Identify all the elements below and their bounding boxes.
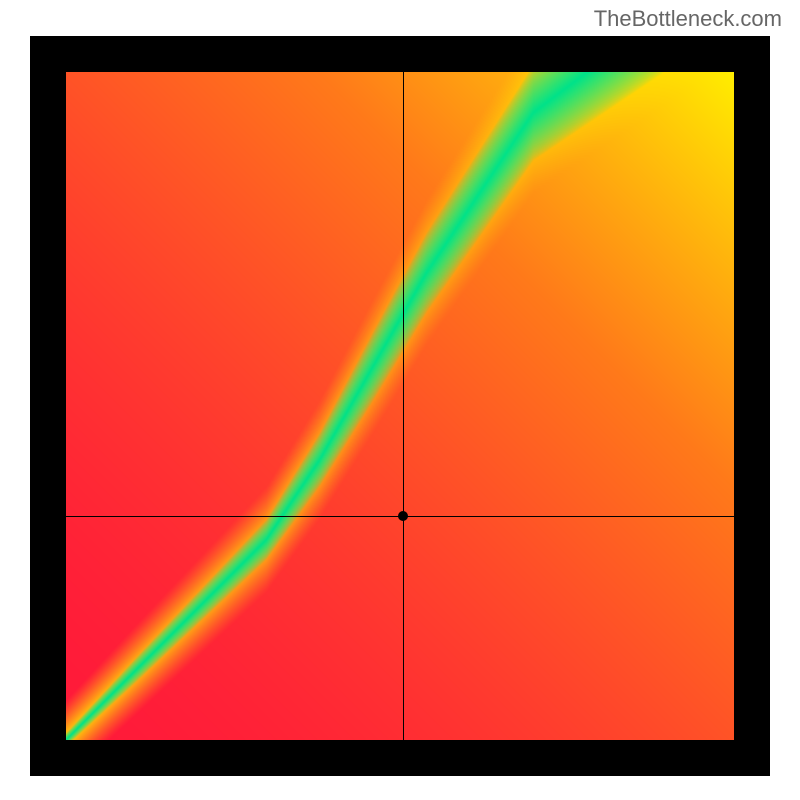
watermark: TheBottleneck.com xyxy=(594,6,782,32)
plot-inner xyxy=(66,72,734,740)
plot-outer-frame xyxy=(30,36,770,776)
heatmap-canvas xyxy=(66,72,734,740)
